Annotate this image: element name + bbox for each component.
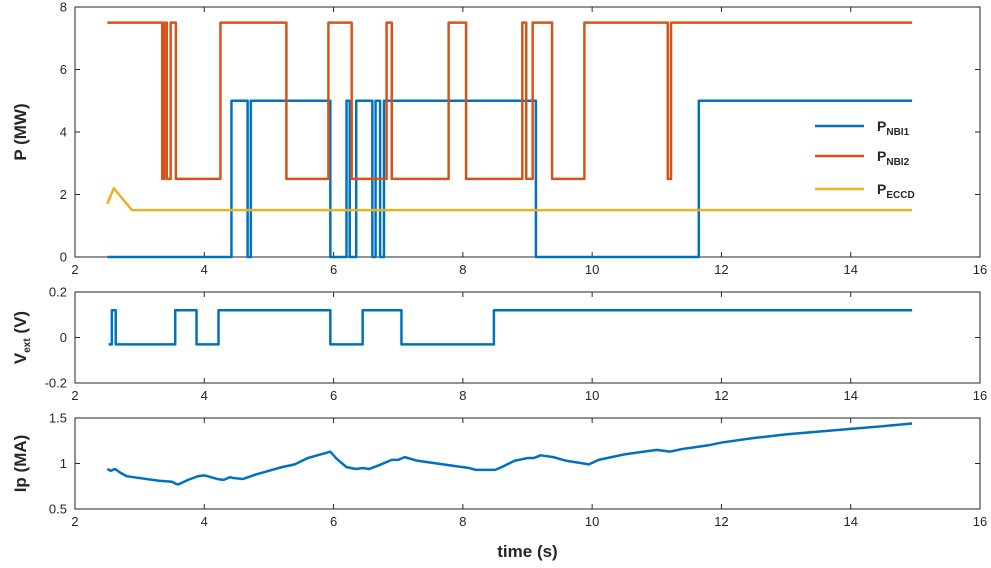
power-y-tick-label: 8 — [60, 0, 67, 15]
current-x-tick-label: 10 — [585, 514, 599, 529]
power-x-tick-label: 8 — [459, 262, 466, 277]
voltage-axes-box — [74, 291, 981, 384]
voltage-y-tick-label: 0 — [60, 330, 67, 345]
voltage-series-line-0 — [108, 308, 913, 346]
current-lines — [106, 422, 913, 486]
power-x-tick-label: 6 — [330, 262, 337, 277]
legend-entry-sub: NBI1 — [886, 127, 909, 138]
current-y-tick-label: 1.5 — [49, 411, 67, 426]
current-x-tick-label: 2 — [71, 514, 78, 529]
legend-entry-sub: NBI2 — [886, 157, 909, 168]
voltage-y-axis-label: Vext (V) — [11, 311, 33, 364]
power-x-tick-label: 4 — [201, 262, 208, 277]
current-y-tick-label: 0.5 — [49, 502, 67, 517]
current-series-line-0 — [106, 422, 913, 486]
voltage-y-tick-label: 0.2 — [49, 285, 67, 300]
power-x-tick-label: 2 — [71, 262, 78, 277]
voltage-ticks: 2 4 6 8 10 12 14 16 -0.2 0 0.2 — [45, 285, 988, 404]
legend-entry-nbi1: PNBI1 — [877, 118, 910, 138]
power-y-tick-label: 4 — [60, 125, 67, 140]
current-x-tick-label: 14 — [843, 514, 857, 529]
legend-entry-main: P — [877, 148, 886, 164]
power-y-tick-label: 6 — [60, 62, 67, 77]
voltage-x-tick-label: 10 — [585, 388, 599, 403]
power-y-tick-label: 0 — [60, 250, 67, 265]
power-axes-box — [74, 6, 981, 258]
power-x-tick-label: 16 — [973, 262, 987, 277]
current-x-tick-label: 8 — [459, 514, 466, 529]
voltage-x-tick-label: 16 — [973, 388, 987, 403]
power-x-tick-label: 14 — [843, 262, 857, 277]
legend-entry-eccd: PECCD — [877, 181, 915, 201]
voltage-x-tick-label: 14 — [843, 388, 857, 403]
voltage-lines — [108, 308, 913, 346]
voltage-y-label-unit: (V) — [11, 311, 30, 338]
voltage-x-tick-label: 4 — [201, 388, 208, 403]
voltage-y-label-main: V — [11, 352, 30, 364]
current-panel: 2 4 6 8 10 12 14 16 0.5 1 1.5 Ip (MA) time (s) — [11, 411, 987, 562]
current-y-axis-label: Ip (MA) — [11, 435, 30, 493]
current-x-tick-label: 12 — [714, 514, 728, 529]
voltage-panel: 2 4 6 8 10 12 14 16 -0.2 0 0.2 Vext (V) — [11, 285, 987, 404]
current-x-tick-label: 6 — [330, 514, 337, 529]
current-y-tick-label: 1 — [60, 456, 67, 471]
voltage-y-tick-label: -0.2 — [45, 376, 67, 391]
time-x-axis-label: time (s) — [497, 542, 557, 561]
power-y-tick-label: 2 — [60, 187, 67, 202]
legend-entry-nbi2: PNBI2 — [877, 148, 910, 168]
current-axes-box — [74, 417, 981, 510]
voltage-x-tick-label: 6 — [330, 388, 337, 403]
voltage-x-tick-label: 12 — [714, 388, 728, 403]
current-ticks: 2 4 6 8 10 12 14 16 0.5 1 1.5 — [49, 411, 987, 530]
power-x-tick-label: 10 — [585, 262, 599, 277]
voltage-x-tick-label: 2 — [71, 388, 78, 403]
power-x-tick-label: 12 — [714, 262, 728, 277]
voltage-x-tick-label: 8 — [459, 388, 466, 403]
voltage-y-label-sub: ext — [22, 338, 33, 353]
power-series-line-nbi2 — [107, 21, 913, 181]
current-x-tick-label: 4 — [201, 514, 208, 529]
power-y-axis-label: P (MW) — [11, 103, 30, 160]
power-lines — [106, 21, 913, 259]
legend-entry-main: P — [877, 181, 886, 197]
legend-entry-sub: ECCD — [886, 190, 914, 201]
legend-entry-main: P — [877, 118, 886, 134]
power-series-line-eccd — [106, 187, 913, 212]
current-x-tick-label: 16 — [973, 514, 987, 529]
